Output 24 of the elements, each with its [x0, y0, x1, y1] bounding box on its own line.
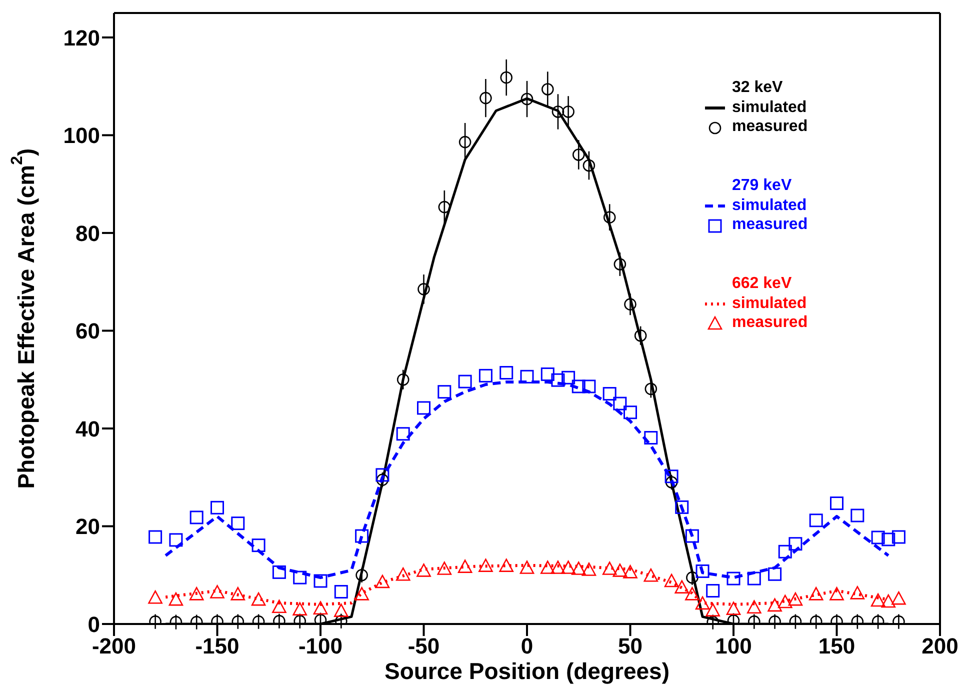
- y-tick-label: 40: [76, 416, 100, 442]
- y-tick-label: 120: [63, 25, 100, 50]
- y-tick-label: 60: [76, 318, 100, 344]
- x-tick-label: 0: [520, 634, 534, 659]
- x-axis-title: Source Position (degrees): [384, 658, 670, 684]
- x-tick-label: 150: [818, 634, 856, 659]
- annotation: 662 keV: [732, 274, 793, 294]
- x-tick-label: 200: [922, 634, 958, 659]
- legend-label: simulated: [732, 294, 807, 313]
- x-tick-label: -100: [298, 634, 343, 659]
- annotation: 279 keV: [732, 176, 793, 196]
- x-tick-label: 100: [715, 634, 752, 659]
- legend-label: measured: [732, 313, 808, 332]
- legend-label: simulated: [732, 196, 807, 215]
- y-tick-label: 20: [76, 514, 100, 540]
- y-tick-label: 80: [76, 220, 100, 246]
- legend-label: measured: [732, 215, 808, 234]
- x-tick-label: -50: [408, 634, 440, 659]
- y-tick-label: 100: [63, 123, 100, 148]
- annotation: 32 keV: [732, 78, 784, 98]
- legend-label: simulated: [732, 98, 807, 117]
- x-tick-label: 50: [618, 634, 642, 659]
- x-tick-label: -150: [195, 634, 240, 659]
- legend-label: measured: [732, 117, 808, 136]
